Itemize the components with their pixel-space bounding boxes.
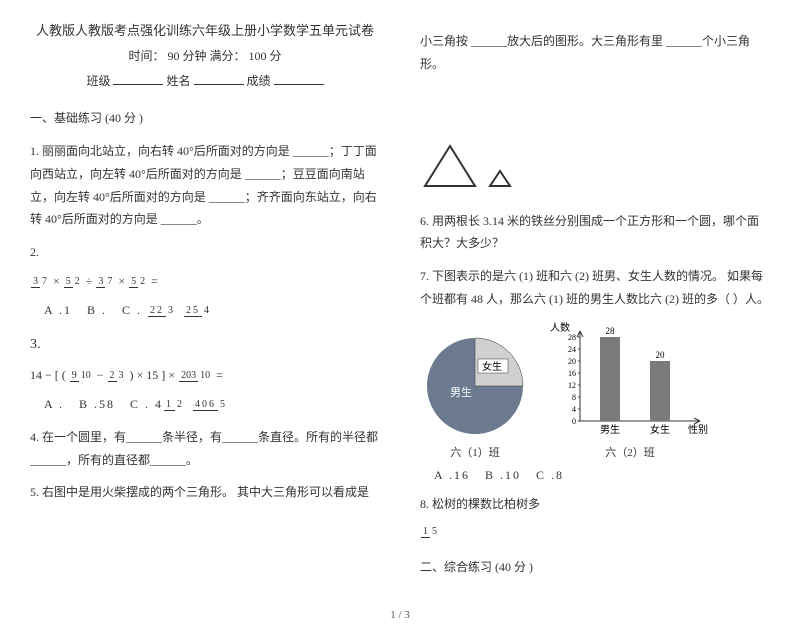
svg-text:24: 24 [568,345,576,354]
time-score: 时间： 90 分钟 满分： 100 分 [30,47,380,64]
q3-expression: 14 − [ ( 910 − 23 ) × 15 ] × 20310 = [30,364,380,387]
svg-text:20: 20 [656,350,666,360]
page-number: 1 / 3 [30,609,770,621]
svg-text:28: 28 [606,326,616,336]
pie-class-label: 六（1）班 [420,444,530,460]
svg-text:12: 12 [568,381,576,390]
name-blank [194,72,244,85]
q2-optA: A .1 [44,303,72,317]
question-5: 5. 右图中是用火柴摆成的两个三角形。 其中大三角形可以看成是 [30,481,380,504]
svg-text:16: 16 [568,369,576,378]
small-triangle [490,171,510,186]
chart-box: 女生 男生 六（1）班 人数282420161284028男生20女生性别 六（… [420,321,770,460]
question-1: 1. 丽丽面向北站立，向右转 40°后所面对的方向是 ______；丁丁面向西站… [30,140,380,231]
question-3: 3. 14 − [ ( 910 − 23 ) × 15 ] × 20310 = … [30,332,380,416]
q2-options: A .1 B . C . 223 254 [44,299,380,322]
q7-optB: B .10 [485,468,521,482]
q2-optC: C . [122,303,142,317]
section1-title: 一、基础练习 (40 分 ) [30,109,380,126]
name-label: 姓名 [166,74,190,88]
q7-optA: A .16 [434,468,470,482]
q7-optC: C .8 [536,468,564,482]
question-2: 2. 37 × 52 ÷ 37 × 52 = A .1 B . C . 223 … [30,241,380,321]
q8-fraction: 15 [420,520,770,543]
class-label: 班级 [86,74,110,88]
info-line: 班级 姓名 成绩 [30,72,380,89]
q7-options: A .16 B .10 C .8 [434,468,770,483]
svg-text:女生: 女生 [650,423,670,436]
bar-chart: 人数282420161284028男生20女生性别 六（2）班 [550,321,710,460]
q3-options: A . B .58 C . 412 4065 [44,393,380,416]
svg-text:0: 0 [572,417,576,426]
svg-text:20: 20 [568,357,576,366]
q3-label: 3. [30,332,380,359]
bar-class-label: 六（2）班 [550,444,710,460]
score-blank [274,72,324,85]
score-label: 成绩 [247,74,271,88]
pie-male-label: 男生 [450,385,472,399]
q3-optB: B .58 [79,397,115,411]
q3-optA: A . [44,397,64,411]
question-6: 6. 用两根长 3.14 米的铁丝分别围成一个正方形和一个圆，哪个面积大？大多少… [420,210,770,256]
q2-label: 2. [30,241,380,264]
svg-text:28: 28 [568,333,576,342]
big-triangle [425,146,475,186]
class-blank [113,72,163,85]
svg-text:4: 4 [572,405,576,414]
triangle-figure [420,86,770,200]
question-7: 7. 下图表示的是六 (1) 班和六 (2) 班男、女生人数的情况。 如果每个班… [420,265,770,311]
question-8: 8. 松树的棵数比柏树多 15 [420,493,770,543]
svg-text:男生: 男生 [600,423,620,436]
section2-title: 二、综合练习 (40 分 ) [420,558,770,575]
q2-optB: B . [87,303,107,317]
svg-text:人数: 人数 [550,321,570,334]
pie-chart: 女生 男生 六（1）班 [420,331,530,460]
q3-optC: C . [130,397,150,411]
question-4: 4. 在一个圆里，有______条半径，有______条直径。所有的半径都___… [30,426,380,472]
svg-text:8: 8 [572,393,576,402]
pie-female-label: 女生 [482,360,502,373]
exam-title: 人教版人教版考点强化训练六年级上册小学数学五单元试卷 [30,20,380,39]
question-5-cont: 小三角按 ______放大后的图形。大三角形有里 ______个小三角形。 [420,30,770,76]
q2-expression: 37 × 52 ÷ 37 × 52 = [30,270,380,293]
svg-text:性别: 性别 [688,423,708,436]
